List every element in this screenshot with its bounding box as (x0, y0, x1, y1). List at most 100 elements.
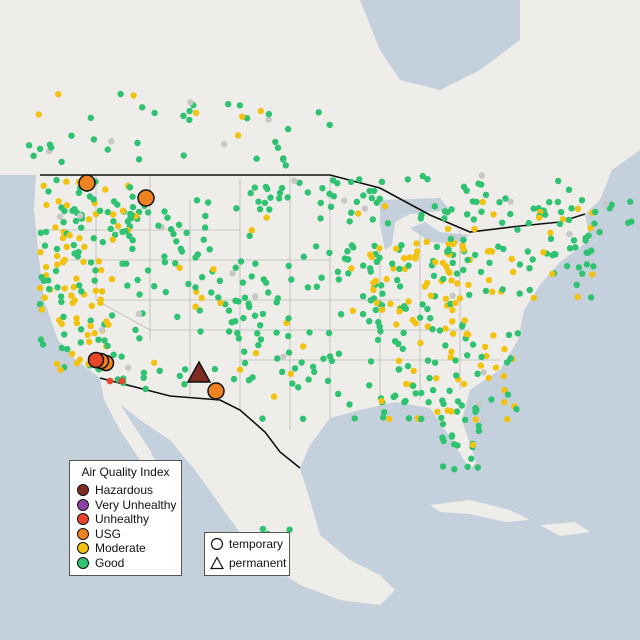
monitor-dot (186, 116, 193, 124)
monitor-dot (458, 323, 466, 330)
monitor-dot (501, 345, 508, 353)
monitor-dot (549, 270, 556, 278)
monitor-dot (347, 178, 355, 186)
monitor-dot (368, 194, 375, 202)
monitor-dot (501, 386, 508, 394)
monitor-dot (403, 380, 410, 388)
monitor-dot (589, 271, 596, 278)
monitor-dot (393, 321, 400, 328)
monitor-dot (101, 337, 108, 344)
monitor-dot (424, 176, 431, 183)
monitor-dot (462, 416, 469, 423)
monitor-dot (132, 326, 139, 334)
monitor-dot (453, 270, 461, 277)
monitor-dot-elevated (207, 382, 225, 400)
monitor-dot (198, 274, 206, 281)
monitor-dot (441, 208, 449, 215)
monitor-dot (447, 300, 454, 307)
monitor-dot (304, 284, 312, 291)
monitor-dot (104, 342, 111, 349)
monitor-dot (448, 206, 455, 213)
monitor-dot (170, 230, 177, 238)
monitor-dot (87, 114, 95, 122)
legend-label: temporary (229, 537, 284, 551)
legend-label: Very Unhealthy (95, 497, 177, 512)
monitor-dot (406, 254, 413, 261)
monitor-dot (325, 329, 333, 337)
monitor-dot-elevated (78, 174, 96, 192)
monitor-dot (177, 245, 184, 252)
monitor-dot (540, 249, 547, 256)
monitor-dot (99, 288, 106, 295)
legend-item-temporary: temporary (205, 536, 289, 552)
monitor-dot (585, 232, 592, 239)
usg-swatch (77, 527, 89, 540)
monitor-dot (449, 259, 456, 266)
monitor-dot (183, 229, 190, 236)
monitor-dot (256, 206, 264, 213)
unhealthy-swatch (77, 513, 89, 526)
monitor-dot (255, 198, 262, 205)
monitor-dot (75, 189, 83, 197)
monitor-dot (392, 392, 399, 399)
monitor-dot (185, 280, 192, 288)
monitor-dot (348, 209, 355, 216)
monitor-dot (474, 370, 481, 377)
monitor-dot (78, 224, 85, 231)
monitor-dot (119, 207, 127, 214)
monitor-dot (394, 276, 401, 284)
monitor-dot (276, 195, 283, 202)
monitor-dot (77, 212, 84, 219)
monitor-dot (412, 320, 419, 327)
monitor-dot (211, 365, 219, 373)
monitor-dot (60, 331, 68, 338)
monitor-dot (366, 382, 373, 389)
monitor-dot (91, 277, 98, 284)
monitor-dot (389, 260, 396, 267)
monitor-dot (92, 287, 100, 295)
monitor-dot (464, 352, 471, 359)
monitor-dot (529, 256, 536, 263)
monitor-dot (500, 373, 507, 380)
monitor-dot (463, 187, 470, 194)
monitor-dot (413, 240, 420, 247)
great-lakes (380, 198, 470, 250)
monitor-dot (161, 208, 168, 215)
monitor-dot (547, 235, 555, 242)
monitor-dot (155, 222, 162, 229)
monitor-dot (374, 336, 382, 344)
monitor-dot (274, 144, 282, 151)
monitor-dot (246, 232, 253, 240)
monitor-dot (311, 368, 318, 376)
monitor-dot (117, 90, 124, 98)
monitor-dot (73, 360, 81, 367)
monitor-dot (472, 416, 479, 423)
hazardous-swatch (77, 484, 89, 497)
monitor-dot (110, 351, 117, 358)
monitor-dot (176, 264, 183, 271)
monitor-dot (485, 374, 492, 382)
monitor-dot (167, 226, 175, 233)
monitor-dot (355, 210, 362, 217)
monitor-dot (235, 335, 243, 342)
monitor-dot (492, 364, 500, 371)
monitor-dot (573, 281, 580, 289)
monitor-dot (566, 245, 574, 252)
monitor-dot (234, 329, 241, 337)
monitor-dot (431, 203, 438, 210)
monitor-dot (140, 374, 147, 381)
monitor-dot (276, 189, 284, 197)
monitor-dot (525, 219, 532, 227)
monitor-dot (87, 259, 95, 266)
country-border (40, 174, 586, 469)
monitor-dot (469, 441, 477, 449)
monitor-dot (73, 315, 80, 322)
monitor-dot (54, 261, 61, 268)
monitor-dot (59, 234, 67, 242)
monitor-dot (42, 263, 50, 271)
monitor-dot (587, 294, 595, 301)
monitor-dot (124, 282, 131, 289)
monitor-dot (555, 177, 562, 185)
monitor-dot (583, 261, 591, 268)
monitor-dot (136, 335, 143, 342)
